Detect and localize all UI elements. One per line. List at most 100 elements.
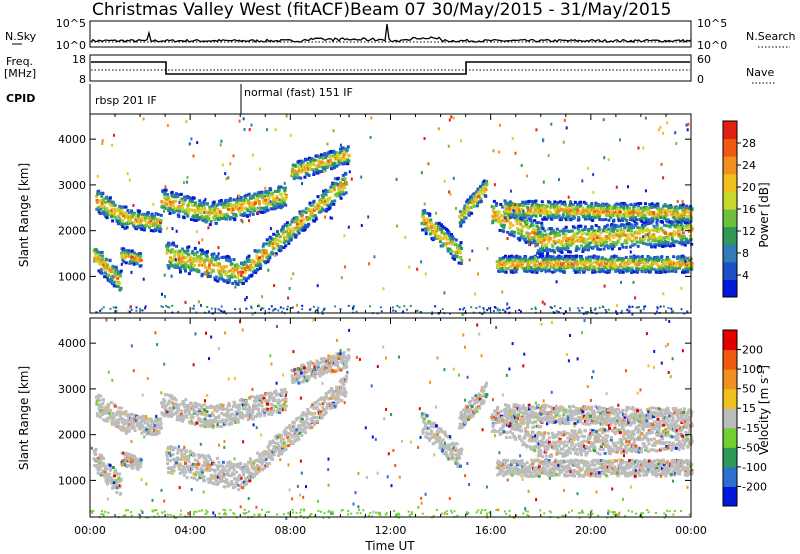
echo-cell xyxy=(167,266,171,270)
echo-cell xyxy=(96,397,100,401)
echo-cell xyxy=(506,230,510,234)
echo-cell xyxy=(96,260,100,264)
ground-scatter-cell xyxy=(402,310,405,313)
echo-cell xyxy=(563,254,567,258)
echo-cell xyxy=(568,250,572,254)
echo-cell xyxy=(551,213,555,217)
power-data-marks xyxy=(92,114,694,316)
echo-cell xyxy=(166,246,170,249)
scatter-cell xyxy=(546,227,549,231)
echo-cell xyxy=(159,426,163,430)
echo-cell xyxy=(477,195,481,198)
echo-cell xyxy=(139,224,142,228)
echo-cell xyxy=(642,206,646,209)
ground-scatter-cell xyxy=(635,306,638,309)
echo-cell xyxy=(499,268,502,272)
echo-cell xyxy=(290,174,294,178)
echo-cell xyxy=(172,204,176,208)
echo-cell xyxy=(337,162,341,166)
echo-cell xyxy=(309,161,313,165)
echo-cell xyxy=(136,463,140,466)
echo-cell xyxy=(559,200,563,204)
echo-cell xyxy=(280,204,284,208)
echo-cell xyxy=(229,216,233,219)
echo-cell xyxy=(258,262,262,266)
echo-cell xyxy=(167,249,171,253)
echo-cell xyxy=(680,206,684,210)
echo-cell xyxy=(106,263,110,267)
echo-cell xyxy=(100,250,104,254)
echo-cell xyxy=(98,253,102,257)
echo-cell xyxy=(639,257,643,261)
echo-cell xyxy=(507,213,511,217)
echo-cell xyxy=(126,413,130,417)
echo-cell xyxy=(643,237,647,241)
echo-cell xyxy=(139,258,143,262)
echo-cell xyxy=(564,208,568,212)
echo-cell xyxy=(630,229,634,233)
echo-cell xyxy=(331,166,334,170)
ground-scatter-cell xyxy=(585,311,588,313)
scatter-cell xyxy=(420,171,423,175)
echo-cell xyxy=(274,206,278,210)
scatter-cell xyxy=(684,260,687,264)
echo-cell xyxy=(274,252,278,256)
nsky-tick-top: 10^5 xyxy=(56,17,86,30)
echo-cell xyxy=(507,267,511,271)
ground-scatter-cell xyxy=(130,308,133,311)
echo-cell xyxy=(119,492,123,495)
echo-cell xyxy=(472,202,475,206)
ground-scatter-cell xyxy=(135,309,138,312)
scatter-cell xyxy=(526,174,529,178)
echo-cell xyxy=(632,270,636,274)
echo-cell xyxy=(665,224,669,228)
echo-cell xyxy=(343,186,347,190)
echo-cell xyxy=(472,192,476,196)
echo-cell xyxy=(158,224,162,228)
scatter-cell xyxy=(596,268,599,272)
echo-cell xyxy=(527,226,531,230)
echo-cell xyxy=(320,194,324,197)
echo-cell xyxy=(199,257,203,260)
echo-cell xyxy=(109,467,113,471)
echo-cell xyxy=(255,198,259,202)
echo-cell xyxy=(139,465,142,469)
cpid-label: CPID xyxy=(6,92,35,105)
echo-cell xyxy=(653,243,657,246)
echo-cell xyxy=(135,459,139,463)
echo-cell xyxy=(578,261,582,265)
echo-cell xyxy=(189,269,193,272)
echo-cell xyxy=(93,256,97,260)
echo-cell xyxy=(564,225,568,229)
echo-cell xyxy=(130,209,134,213)
echo-cell xyxy=(151,216,155,220)
echo-cell xyxy=(181,202,185,206)
echo-cell xyxy=(509,265,512,269)
echo-cell xyxy=(110,274,114,278)
freq-tick-top: 18 xyxy=(72,53,86,66)
echo-cell xyxy=(216,268,220,272)
scatter-cell xyxy=(217,252,220,256)
echo-cell xyxy=(534,208,538,212)
echo-cell xyxy=(675,214,679,218)
echo-cell xyxy=(600,208,604,212)
echo-cell xyxy=(650,206,654,209)
scatter-cell xyxy=(244,298,247,302)
echo-cell xyxy=(548,212,551,216)
echo-cell xyxy=(213,278,217,282)
echo-cell xyxy=(667,233,671,237)
echo-cell xyxy=(264,249,268,253)
echo-cell xyxy=(207,217,211,220)
echo-cell xyxy=(571,225,575,229)
echo-cell xyxy=(313,158,317,162)
echo-cell xyxy=(116,472,120,476)
echo-cell xyxy=(169,208,173,212)
echo-cell xyxy=(524,259,528,263)
echo-cell xyxy=(265,202,268,206)
echo-cell xyxy=(263,206,267,210)
echo-cell xyxy=(305,207,309,211)
echo-cell xyxy=(534,232,538,236)
echo-cell xyxy=(336,153,340,157)
echo-cell xyxy=(97,407,101,411)
echo-cell xyxy=(612,236,616,239)
